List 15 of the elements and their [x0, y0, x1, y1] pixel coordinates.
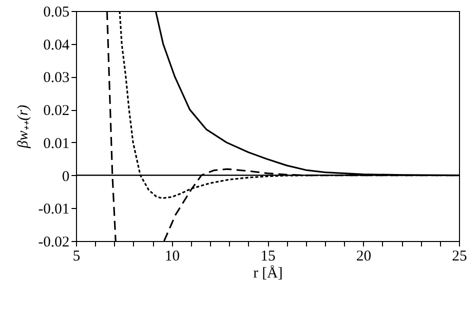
y-tick-label: -0.01 [38, 202, 70, 218]
x-tick-label: 25 [452, 248, 467, 264]
y-tick-label: 0.01 [43, 136, 70, 152]
x-tick-label: 20 [356, 248, 372, 264]
x-tick-label: 15 [260, 248, 276, 264]
y-tick-label: 0.03 [43, 70, 70, 86]
y-tick-label: 0 [62, 168, 70, 185]
y-tick-label: -0.02 [38, 234, 70, 250]
y-tick-label: 0.02 [43, 103, 70, 120]
x-axis-title: r [Å] [253, 264, 283, 282]
y-tick-label: 0.05 [43, 4, 70, 20]
x-tick-label: 10 [164, 248, 180, 264]
y-tick-label: 0.04 [43, 37, 70, 54]
y-axis-title: βw₊₊(r) [15, 104, 32, 150]
x-tick-label: 5 [72, 248, 80, 264]
